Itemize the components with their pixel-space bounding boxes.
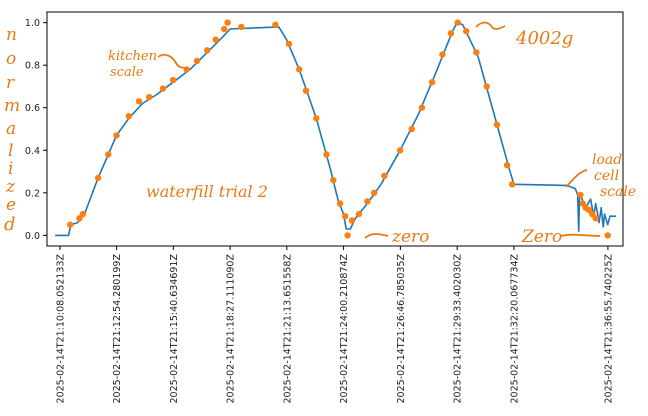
- trial-annotation: waterfill trial 2: [146, 182, 268, 201]
- data-point: [146, 93, 153, 101]
- normalized-letter: a: [6, 119, 16, 139]
- y-tick-label: 0.2: [25, 188, 40, 199]
- data-point: [381, 172, 388, 179]
- x-tick-label: 2025-02-14T21:24:00.210874Z: [339, 254, 350, 404]
- load-cell-scale-annotation: cell: [594, 168, 619, 184]
- normalized-vertical-annotation: n o r m a l i z e d: [4, 25, 20, 235]
- normalized-letter: o: [6, 49, 16, 69]
- data-point: [238, 23, 245, 31]
- data-point: [125, 113, 132, 120]
- data-point: [463, 27, 470, 35]
- plot-area: [46, 11, 624, 247]
- data-point: [336, 200, 344, 207]
- data-point: [454, 19, 461, 26]
- normalized-letter: z: [5, 177, 16, 197]
- y-tick-label: 0.4: [25, 146, 40, 157]
- series-layer: [55, 19, 617, 239]
- data-point: [509, 181, 516, 188]
- data-point: [221, 25, 228, 33]
- data-point: [348, 217, 356, 224]
- data-point: [371, 189, 378, 196]
- x-axis: 2025-02-14T21:10:08.052133Z 2025-02-14T21…: [55, 246, 614, 403]
- normalized-letter: n: [6, 25, 17, 45]
- x-tick-label: 2025-02-14T21:12:54.280199Z: [112, 254, 123, 404]
- data-point: [67, 221, 74, 228]
- x-tick-label: 2025-02-14T21:10:08.052133Z: [55, 254, 66, 404]
- data-point: [439, 51, 446, 58]
- x-tick-label: 2025-02-14T21:32:20.067734Z: [509, 254, 520, 404]
- data-point: [169, 76, 177, 84]
- x-tick-label: 2025-02-14T21:15:40.634691Z: [169, 254, 180, 404]
- y-tick-label: 0.6: [25, 103, 40, 114]
- peak-weight-annotation: 4002g: [515, 28, 573, 49]
- data-point: [355, 210, 363, 218]
- normalized-letter: d: [4, 214, 16, 235]
- plot-frame: [46, 11, 624, 247]
- data-point: [105, 151, 112, 158]
- x-tick-label: 2025-02-14T21:26:46.785035Z: [396, 254, 407, 404]
- data-point: [204, 47, 211, 54]
- load-cell-scale-annotation: load: [592, 152, 622, 168]
- data-point: [344, 232, 351, 239]
- kitchen-scale-annotation: scale: [110, 65, 144, 80]
- zero-pointer: [364, 233, 389, 239]
- zero-annotation-right: Zero: [521, 227, 562, 247]
- data-point: [285, 40, 293, 48]
- load-cell-pointer: [565, 169, 588, 188]
- data-point: [503, 162, 511, 169]
- data-point: [330, 176, 337, 184]
- x-tick-label: 2025-02-14T21:29:33.402030Z: [453, 254, 464, 404]
- normalized-letter: e: [6, 195, 16, 215]
- data-point: [193, 57, 201, 65]
- series-kitchen-scale: [67, 19, 611, 239]
- normalized-letter: l: [8, 141, 13, 161]
- data-point: [79, 210, 87, 218]
- data-point: [592, 215, 599, 222]
- handwritten-annotations: n o r m a l i z e d kitchen scale waterf…: [4, 21, 636, 247]
- data-point: [323, 151, 330, 158]
- x-tick-label: 2025-02-14T21:21:13.651558Z: [282, 254, 293, 404]
- data-point: [473, 49, 480, 56]
- normalized-letter: r: [6, 73, 15, 93]
- data-point: [224, 19, 231, 26]
- data-point: [342, 213, 349, 220]
- x-tick-label: 2025-02-14T21:18:27.111090Z: [226, 254, 237, 404]
- data-point: [604, 232, 611, 239]
- data-point: [364, 198, 371, 205]
- data-point: [113, 132, 120, 139]
- data-point: [428, 79, 436, 86]
- data-point: [396, 147, 404, 154]
- data-point: [94, 174, 102, 182]
- peak-weight-pointer: [475, 21, 506, 30]
- kitchen-scale-annotation: kitchen: [108, 49, 157, 64]
- data-point: [296, 66, 303, 73]
- y-tick-label: 1.0: [25, 18, 40, 29]
- kitchen-scale-pointer: [157, 53, 188, 70]
- data-point: [585, 206, 593, 213]
- y-tick-label: 0.0: [25, 231, 40, 242]
- x-tick-label: 2025-02-14T21:36:55.740225Z: [603, 254, 614, 404]
- zero-annotation: zero: [391, 227, 429, 247]
- data-point: [212, 36, 219, 43]
- y-tick-label: 0.8: [25, 61, 40, 72]
- data-point: [447, 30, 455, 37]
- data-point: [408, 125, 415, 133]
- load-cell-scale-annotation: scale: [600, 184, 636, 200]
- data-point: [418, 104, 426, 111]
- data-point: [577, 191, 584, 199]
- data-point: [483, 83, 490, 90]
- normalized-letter: i: [8, 159, 13, 179]
- data-point: [302, 87, 310, 94]
- data-point: [493, 121, 501, 128]
- y-axis: 0.0 0.2 0.4 0.6 0.8 1.0: [25, 18, 47, 242]
- zero-right-pointer: [560, 233, 601, 237]
- normalized-letter: m: [4, 96, 20, 116]
- data-point: [313, 115, 320, 122]
- data-point: [272, 21, 279, 28]
- data-point: [159, 85, 167, 92]
- data-point: [135, 98, 143, 105]
